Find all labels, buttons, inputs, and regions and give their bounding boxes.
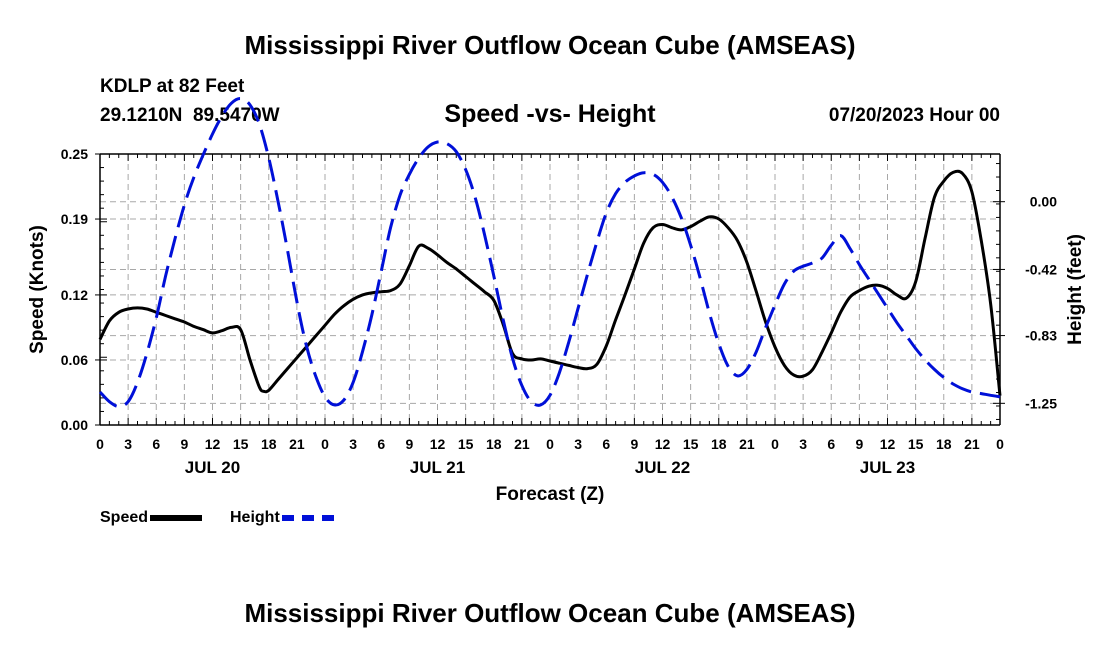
y-tick-label-left: 0.25 — [61, 146, 88, 162]
x-tick-label: 18 — [936, 436, 952, 452]
x-tick-label: 12 — [655, 436, 671, 452]
x-tick-label: 0 — [996, 436, 1004, 452]
x-tick-label: 3 — [349, 436, 357, 452]
y-axis-title-left: Speed (Knots) — [27, 225, 48, 354]
y-tick-label-right: 0.00 — [1030, 194, 1057, 210]
day-label: JUL 22 — [635, 458, 690, 477]
x-tick-label: 6 — [827, 436, 835, 452]
y-tick-label-right: -0.83 — [1025, 328, 1057, 344]
day-label: JUL 21 — [410, 458, 465, 477]
x-tick-label: 12 — [205, 436, 221, 452]
x-tick-label: 21 — [739, 436, 755, 452]
x-tick-label: 21 — [514, 436, 530, 452]
legend-speed-label: Speed — [100, 509, 149, 526]
legend-height-label: Height — [230, 509, 280, 526]
series-layer — [98, 96, 1002, 408]
legend-height-swatch — [281, 515, 334, 521]
chart-footer-title: Mississippi River Outflow Ocean Cube (AM… — [244, 598, 856, 628]
y-tick-label-left: 0.06 — [61, 352, 88, 368]
x-tick-label: 3 — [799, 436, 807, 452]
x-tick-label: 3 — [124, 436, 132, 452]
x-tick-label: 6 — [152, 436, 160, 452]
legend-speed: Speed — [100, 509, 203, 527]
x-tick-label: 9 — [855, 436, 863, 452]
x-tick-label: 12 — [880, 436, 896, 452]
x-tick-label: 15 — [683, 436, 699, 452]
day-label: JUL 23 — [860, 458, 915, 477]
x-tick-label: 15 — [233, 436, 249, 452]
x-tick-label: 6 — [377, 436, 385, 452]
station-latitude: 29.1210N — [100, 105, 183, 126]
station-name: KDLP at 82 Feet — [100, 76, 245, 97]
y-tick-label-right: -0.42 — [1025, 261, 1057, 277]
x-tick-label: 18 — [711, 436, 727, 452]
x-tick-label: 0 — [321, 436, 329, 452]
x-tick-label: 0 — [96, 436, 104, 452]
grid-layer — [100, 154, 1000, 425]
axis-ticks — [95, 153, 1005, 426]
y-tick-label-left: 0.00 — [61, 417, 88, 433]
x-tick-label: 3 — [574, 436, 582, 452]
y-tick-label-left: 0.19 — [61, 211, 88, 227]
legend-speed-swatch — [150, 515, 203, 521]
x-tick-label: 6 — [602, 436, 610, 452]
x-tick-label: 18 — [261, 436, 277, 452]
x-axis-title: Forecast (Z) — [496, 484, 605, 505]
series-line-speed — [98, 169, 1002, 396]
x-tick-label: 15 — [458, 436, 474, 452]
x-tick-label: 15 — [908, 436, 924, 452]
x-tick-label: 9 — [180, 436, 188, 452]
chart-main-title: Mississippi River Outflow Ocean Cube (AM… — [244, 30, 856, 60]
x-tick-label: 21 — [289, 436, 305, 452]
x-tick-label: 0 — [771, 436, 779, 452]
x-tick-label: 9 — [405, 436, 413, 452]
y-axis-title-right: Height (feet) — [1065, 234, 1086, 345]
axis-labels: 0 3 6 9 12 15 18 21 0 3 6 9 12 15 18 21 0 3 6 9 12 15 18 21 0 3 6 9… — [27, 146, 1086, 505]
x-tick-label: 18 — [486, 436, 502, 452]
x-tick-label: 9 — [630, 436, 638, 452]
x-tick-label: 0 — [546, 436, 554, 452]
x-tick-label: 21 — [964, 436, 980, 452]
chart-subtitle: Speed -vs- Height — [444, 100, 656, 128]
y-tick-label-right: -1.25 — [1025, 395, 1057, 411]
x-tick-label: 12 — [430, 436, 446, 452]
y-tick-label-left: 0.12 — [61, 287, 88, 303]
series-line-height — [98, 96, 1001, 408]
forecast-datetime: 07/20/2023 Hour 00 — [828, 105, 1000, 126]
legend-height: Height — [230, 509, 334, 527]
day-label: JUL 20 — [185, 458, 240, 477]
